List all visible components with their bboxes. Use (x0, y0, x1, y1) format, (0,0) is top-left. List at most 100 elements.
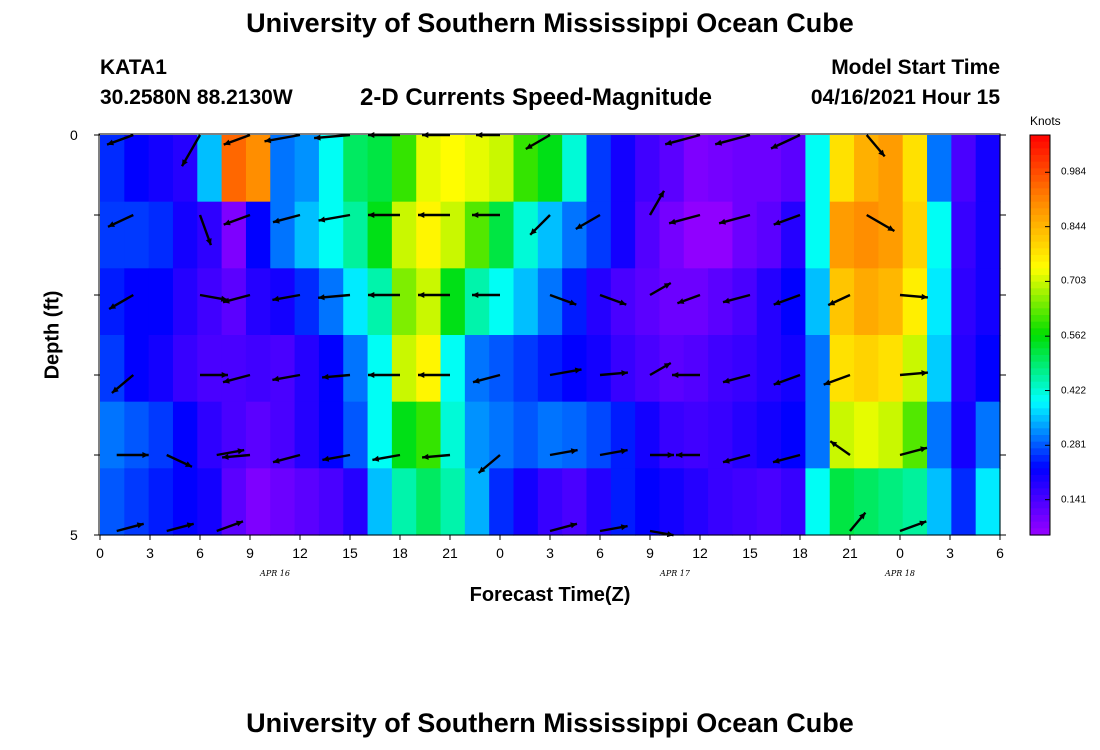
heatmap-cell (100, 468, 125, 536)
current-arrow (107, 213, 134, 228)
heatmap-cell (294, 201, 320, 269)
colorbar-segment (1030, 248, 1050, 256)
current-arrow (650, 452, 674, 458)
current-arrow (899, 370, 929, 377)
current-arrow (272, 293, 301, 302)
colorbar-segment (1030, 355, 1050, 363)
model-start-label: Model Start Time (831, 56, 1000, 79)
heatmap-cell (440, 201, 466, 269)
heatmap-cell (124, 401, 150, 469)
colorbar-segment (1030, 448, 1050, 456)
colorbar-segment (1030, 495, 1050, 503)
heatmap-cell (781, 201, 806, 269)
colorbar-segment (1030, 475, 1050, 483)
heatmap-cell (805, 135, 831, 203)
current-arrow (368, 372, 400, 378)
heatmap-cell (100, 135, 125, 203)
heatmap-cell (270, 201, 296, 269)
heatmap-cell (294, 468, 320, 536)
current-arrow (108, 293, 134, 311)
heatmap-cell (878, 268, 904, 336)
colorbar-tick-label: 0.281 (1061, 439, 1087, 451)
colorbar-segment (1030, 241, 1050, 249)
current-arrow (829, 440, 851, 456)
heatmap-cell (805, 268, 831, 336)
colorbar-tick-label: 0.844 (1061, 221, 1087, 233)
heatmap-cell (318, 335, 344, 403)
colorbar-segment (1030, 135, 1050, 143)
x-tick-label: 3 (146, 545, 154, 561)
colorbar-segment (1030, 481, 1050, 489)
current-arrow (714, 133, 751, 146)
current-arrow (223, 133, 251, 146)
heatmap-cell (100, 201, 125, 269)
colorbar-segment (1030, 261, 1050, 269)
current-arrow (111, 374, 135, 394)
heatmap-cell (805, 335, 831, 403)
colorbar-segment (1030, 428, 1050, 436)
heatmap-cell (878, 135, 904, 203)
heatmap-cell (781, 135, 806, 203)
current-arrow (222, 293, 251, 304)
heatmap-cell (294, 335, 320, 403)
heatmap-cell (464, 468, 490, 536)
heatmap-cell (854, 468, 879, 536)
current-arrow (722, 453, 751, 464)
current-arrow (421, 453, 451, 460)
heatmap-cell (975, 335, 1001, 403)
heatmap-cell (148, 468, 174, 536)
current-arrow (599, 524, 628, 533)
heatmap-cell (975, 201, 1001, 269)
heatmap-cell (221, 401, 247, 469)
x-tick-label: 12 (692, 545, 708, 561)
y-axis-label: Depth (ft) (41, 290, 64, 380)
heatmap-cell (100, 401, 125, 469)
current-arrow (116, 522, 145, 533)
current-arrow (272, 453, 301, 464)
heatmap-cell (805, 468, 831, 536)
x-tick-label: 12 (292, 545, 308, 561)
heatmap-cell (610, 401, 636, 469)
colorbar-segment (1030, 221, 1050, 229)
heatmap-cell (562, 135, 588, 203)
heatmap-cell (586, 401, 612, 469)
colorbar-segment (1030, 275, 1050, 283)
heatmap-cell (586, 201, 612, 269)
current-arrow (722, 373, 751, 384)
heatmap-cell (878, 401, 904, 469)
colorbar-segment (1030, 368, 1050, 376)
heatmap-cell (781, 468, 806, 536)
heatmap-cell (975, 401, 1001, 469)
current-arrow (649, 281, 672, 297)
current-arrow (321, 373, 351, 380)
heatmap-cell (951, 468, 977, 536)
heatmap-cells (100, 135, 1001, 536)
current-arrow (668, 213, 701, 225)
colorbar-segment (1030, 401, 1050, 409)
heatmap-cell (440, 401, 466, 469)
heatmap-cell (270, 468, 296, 536)
heatmap-cell (829, 468, 855, 536)
current-arrow (676, 293, 701, 305)
current-arrow (866, 213, 896, 233)
heatmap-cell (854, 268, 879, 336)
current-arrow (272, 213, 301, 224)
heatmap-cell (416, 401, 442, 469)
heatmap-cell (586, 335, 612, 403)
heatmap-cell (732, 201, 758, 269)
current-arrow (418, 212, 450, 218)
heatmap-cell (562, 401, 588, 469)
heatmap-cell (610, 135, 636, 203)
heatmap-cell (416, 201, 442, 269)
colorbar-segment (1030, 168, 1050, 176)
heatmap-cell (270, 135, 296, 203)
heatmap-cell (513, 268, 539, 336)
colorbar-segment (1030, 281, 1050, 289)
heatmap-cell (416, 268, 442, 336)
colorbar-segment (1030, 195, 1050, 203)
heatmap-cell (489, 201, 515, 269)
heatmap-cell (148, 401, 174, 469)
colorbar-segment (1030, 181, 1050, 189)
heatmap-cell (197, 401, 223, 469)
x-tick-label: 9 (246, 545, 254, 561)
